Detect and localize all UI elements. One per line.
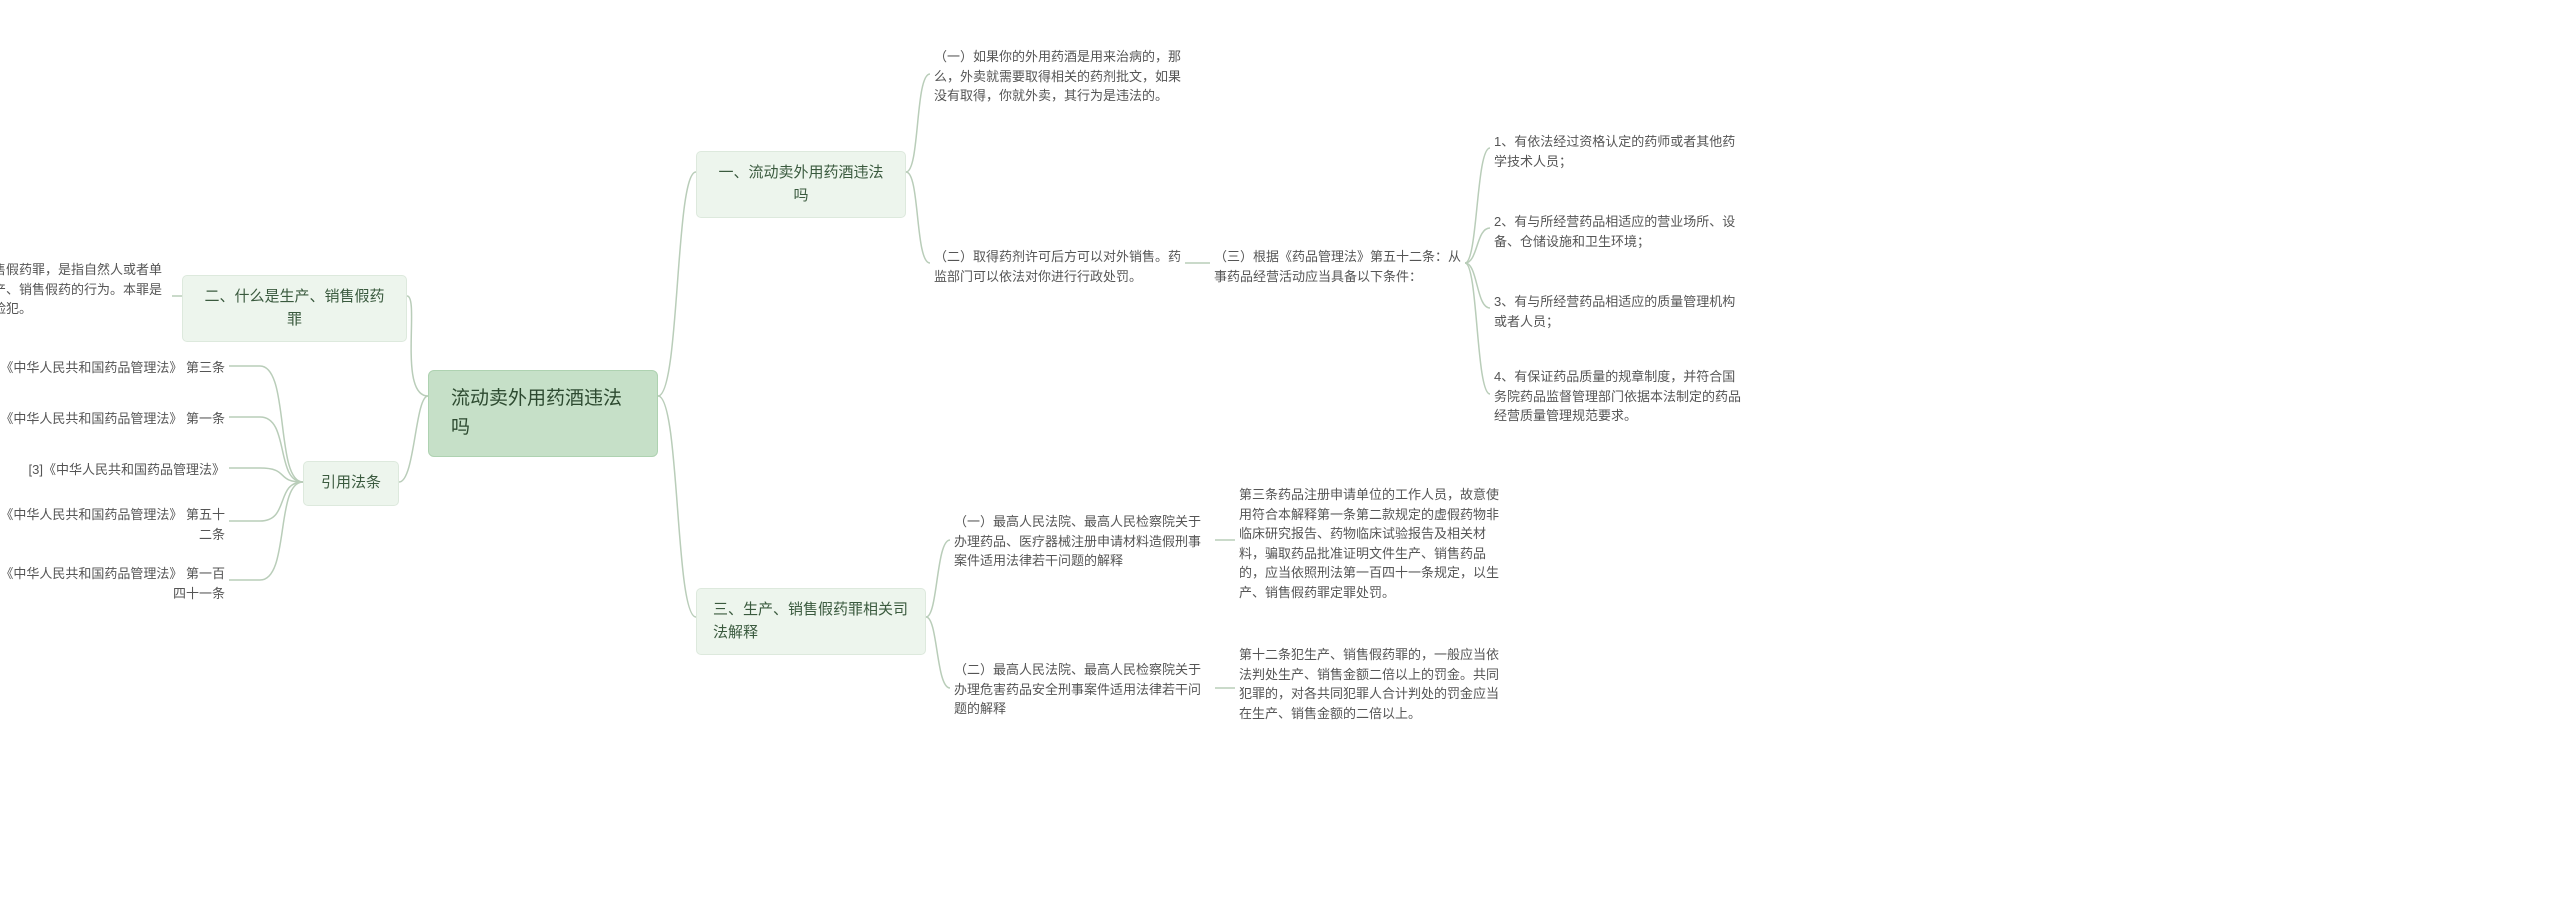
leaf-b3-1: （一）最高人民法院、最高人民检察院关于办理药品、医疗器械注册申请材料造假刑事案件… [950,510,1215,573]
mindmap-canvas: 流动卖外用药酒违法吗 二、什么是生产、销售假药罪 生产、销售假药罪，是指自然人或… [0,0,2560,923]
leaf-cond-4: 4、有保证药品质量的规章制度，并符合国务院药品监督管理部门依据本法制定的药品经营… [1490,365,1750,428]
leaf-b1-2: （二）取得药剂许可后方可以对外销售。药监部门可以依法对你进行行政处罚。 [930,245,1185,288]
leaf-b3-1-1: 第三条药品注册申请单位的工作人员，故意使用符合本解释第一条第二款规定的虚假药物非… [1235,483,1510,604]
branch-judicial[interactable]: 三、生产、销售假药罪相关司法解释 [696,588,926,655]
leaf-ref-5: [5]《中华人民共和国药品管理法》 第一百四十一条 [0,562,229,605]
leaf-b1-2-3: （三）根据《药品管理法》第五十二条：从事药品经营活动应当具备以下条件： [1210,245,1465,288]
leaf-b3-2: （二）最高人民法院、最高人民检察院关于办理危害药品安全刑事案件适用法律若干问题的… [950,658,1215,721]
branch-illegal-question[interactable]: 一、流动卖外用药酒违法吗 [696,151,906,218]
leaf-ref-1: [1]《中华人民共和国药品管理法》 第三条 [0,356,229,380]
leaf-b1-1: （一）如果你的外用药酒是用来治病的，那么，外卖就需要取得相关的药剂批文，如果没有… [930,45,1185,108]
leaf-definition-text: 生产、销售假药罪，是指自然人或者单位故意生产、销售假药的行为。本罪是抽象的危险犯… [0,258,172,321]
leaf-cond-2: 2、有与所经营药品相适应的营业场所、设备、仓储设施和卫生环境； [1490,210,1750,253]
leaf-ref-2: [2]《中华人民共和国药品管理法》 第一条 [0,407,229,431]
branch-definition[interactable]: 二、什么是生产、销售假药罪 [182,275,407,342]
branch-references[interactable]: 引用法条 [303,461,399,506]
leaf-ref-4: [4]《中华人民共和国药品管理法》 第五十二条 [0,503,229,546]
leaf-cond-3: 3、有与所经营药品相适应的质量管理机构或者人员； [1490,290,1750,333]
root-node[interactable]: 流动卖外用药酒违法吗 [428,370,658,457]
leaf-b3-2-1: 第十二条犯生产、销售假药罪的，一般应当依法判处生产、销售金额二倍以上的罚金。共同… [1235,643,1510,725]
leaf-cond-1: 1、有依法经过资格认定的药师或者其他药学技术人员； [1490,130,1750,173]
leaf-ref-3: [3]《中华人民共和国药品管理法》 [0,458,229,482]
